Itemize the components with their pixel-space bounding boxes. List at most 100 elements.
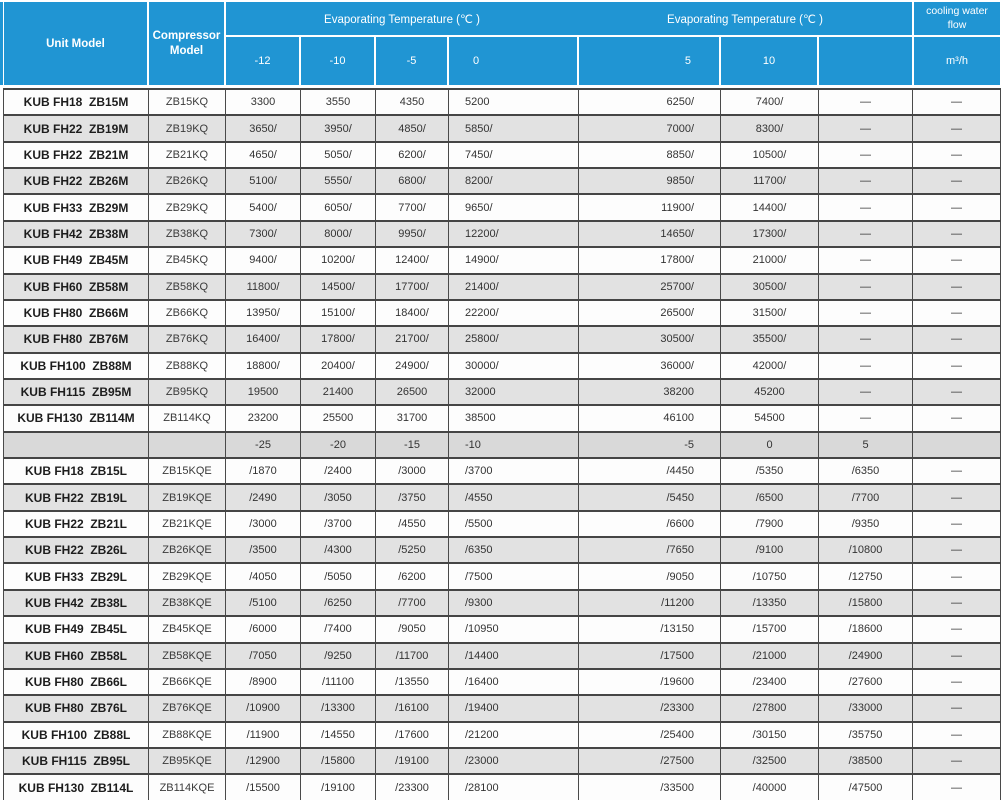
value-cell: 4850/ <box>376 116 449 141</box>
flow-unit-header: m³/h <box>914 37 1000 85</box>
compressor-model-cell: ZB76KQE <box>149 696 226 721</box>
value-cell: — <box>819 406 913 431</box>
value-cell: /13300 <box>301 696 376 721</box>
value-cell: /5250 <box>376 538 449 563</box>
value-cell: /9050 <box>376 617 449 642</box>
value-cell: /21200 <box>449 722 579 747</box>
subheader-temp-5: 5 <box>579 37 719 85</box>
value-cell: 5050/ <box>301 142 376 168</box>
compressor-model-cell: ZB15KQE <box>149 459 226 484</box>
unit-model-cell: KUB FH80 ZB76L <box>4 696 149 721</box>
value-cell: /35750 <box>819 722 913 747</box>
value-cell: /3500 <box>226 538 301 563</box>
flow-cell: — <box>913 248 1001 273</box>
value-cell: /9300 <box>449 590 579 616</box>
value-cell: 14500/ <box>301 274 376 299</box>
value-cell: 8850/ <box>579 142 721 168</box>
value-cell: 17800/ <box>301 327 376 352</box>
value-cell: /1870 <box>226 459 301 484</box>
value-cell: /23300 <box>579 696 721 721</box>
value-cell: /30150 <box>721 722 819 747</box>
value-cell: /19600 <box>579 669 721 695</box>
unit-model-cell <box>4 432 149 458</box>
value-cell: /15800 <box>819 590 913 616</box>
value-cell: /3000 <box>226 511 301 537</box>
value-cell: /5050 <box>301 564 376 589</box>
value-cell: — <box>819 116 913 141</box>
value-cell: -5 <box>579 432 721 458</box>
table-row: KUB FH22 ZB19M ZB19KQ 3650/3950/4850/5850/… <box>4 116 1001 143</box>
table-row: KUB FH80 ZB76L ZB76KQE/10900/13300/16100/… <box>4 696 1001 723</box>
value-cell: -20 <box>301 432 376 458</box>
subheader-temp-2: -10 <box>301 37 374 85</box>
flow-cell: — <box>913 274 1001 299</box>
value-cell: 31500/ <box>721 300 819 326</box>
flow-cell: — <box>913 169 1001 194</box>
value-cell: /7700 <box>376 590 449 616</box>
value-cell: /10750 <box>721 564 819 589</box>
compressor-model-cell: ZB26KQE <box>149 538 226 563</box>
unit-model-cell: KUB FH33 ZB29M <box>4 195 149 220</box>
flow-cell: — <box>913 696 1001 721</box>
unit-model-cell: KUB FH22 ZB21L <box>4 511 149 537</box>
unit-model-cell: KUB FH22 ZB26M <box>4 169 149 194</box>
value-cell: 7700/ <box>376 195 449 220</box>
compressor-model-cell: ZB29KQE <box>149 564 226 589</box>
value-cell: /13350 <box>721 590 819 616</box>
value-cell: 4650/ <box>226 142 301 168</box>
value-cell: 35500/ <box>721 327 819 352</box>
value-cell: -15 <box>376 432 449 458</box>
value-cell: 5200 <box>449 90 579 115</box>
value-cell: /16100 <box>376 696 449 721</box>
value-cell: /6200 <box>376 564 449 589</box>
value-cell: /9050 <box>579 564 721 589</box>
value-cell: /11200 <box>579 590 721 616</box>
flow-cell: — <box>913 406 1001 431</box>
compressor-model-cell: ZB95KQ <box>149 379 226 405</box>
value-cell: /4050 <box>226 564 301 589</box>
value-cell: /12900 <box>226 748 301 774</box>
value-cell: — <box>819 300 913 326</box>
value-cell: /23000 <box>449 748 579 774</box>
value-cell: /7900 <box>721 511 819 537</box>
table-row: KUB FH22 ZB26L ZB26KQE/3500/4300/5250/635… <box>4 538 1001 565</box>
value-cell: /6350 <box>449 538 579 563</box>
flow-cell <box>913 432 1001 458</box>
compressor-model-cell: ZB58KQE <box>149 643 226 668</box>
value-cell: 24900/ <box>376 353 449 378</box>
subheader-temp-4: 0 <box>449 37 577 85</box>
value-cell: 9400/ <box>226 248 301 273</box>
value-cell: /15700 <box>721 617 819 642</box>
value-cell: 42000/ <box>721 353 819 378</box>
value-cell: 21000/ <box>721 248 819 273</box>
subheader-temp-1: -12 <box>226 37 299 85</box>
flow-cell: — <box>913 748 1001 774</box>
value-cell: 14400/ <box>721 195 819 220</box>
table-row: KUB FH49 ZB45L ZB45KQE/6000/7400/9050/109… <box>4 617 1001 644</box>
value-cell: /8900 <box>226 669 301 695</box>
compressor-model-cell: ZB45KQ <box>149 248 226 273</box>
value-cell: /38500 <box>819 748 913 774</box>
value-cell: /11900 <box>226 722 301 747</box>
compressor-model-cell: ZB26KQ <box>149 169 226 194</box>
compressor-model-cell: ZB19KQ <box>149 116 226 141</box>
value-cell: 7000/ <box>579 116 721 141</box>
flow-cell: — <box>913 116 1001 141</box>
value-cell: /14400 <box>449 643 579 668</box>
unit-model-cell: KUB FH115 ZB95M <box>4 379 149 405</box>
table-row: KUB FH60 ZB58L ZB58KQE/7050/9250/11700/14… <box>4 643 1001 670</box>
flow-cell: — <box>913 300 1001 326</box>
value-cell: /7050 <box>226 643 301 668</box>
subheader-temp-6: 10 <box>721 37 817 85</box>
table-header: Unit Model Compressor Model Evaporating … <box>0 0 1002 88</box>
table-row: KUB FH22 ZB21M ZB21KQ 4650/5050/6200/7450/… <box>4 142 1001 170</box>
value-cell: 4350 <box>376 90 449 115</box>
table-row: KUB FH18 ZB15M ZB15KQ 3300 3550 4350 5200 6250… <box>4 90 1001 117</box>
value-cell: 3550 <box>301 90 376 115</box>
value-cell: 12400/ <box>376 248 449 273</box>
value-cell: 14650/ <box>579 221 721 247</box>
table-body: KUB FH18 ZB15M ZB15KQ 3300 3550 4350 5200 6250… <box>3 88 1001 800</box>
compressor-model-cell <box>149 432 226 458</box>
table-row: KUB FH115 ZB95M ZB95KQ 19500 21400 26500 3200… <box>4 379 1001 407</box>
